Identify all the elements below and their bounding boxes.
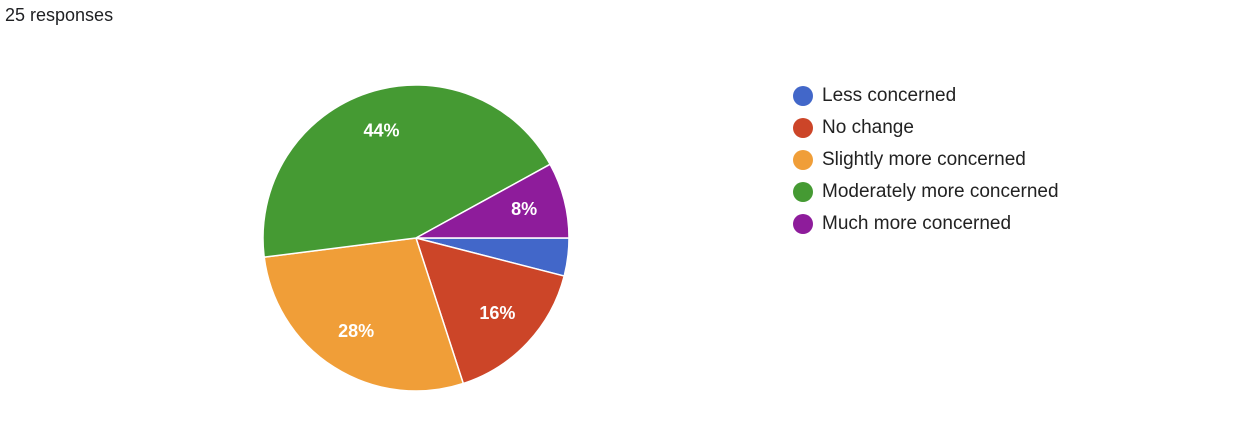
slice-label: 28% xyxy=(338,321,374,341)
legend-label: Moderately more concerned xyxy=(822,181,1059,202)
legend-marker xyxy=(793,86,813,106)
legend-label: No change xyxy=(822,117,914,138)
response-count: 25 responses xyxy=(5,5,113,25)
pie-slice xyxy=(415,163,570,239)
legend-label: Less concerned xyxy=(822,85,956,106)
slice-label: 8% xyxy=(511,199,537,219)
pie-slice xyxy=(262,84,552,259)
pie-slice xyxy=(263,237,465,392)
legend-marker xyxy=(793,182,813,202)
slice-label: 44% xyxy=(363,121,399,141)
legend-marker xyxy=(793,214,813,234)
legend-label: Much more concerned xyxy=(822,213,1011,234)
legend-marker xyxy=(793,118,813,138)
legend-label: Slightly more concerned xyxy=(822,149,1026,170)
slice-label: 16% xyxy=(479,303,515,323)
legend-marker xyxy=(793,150,813,170)
pie-slice xyxy=(414,236,566,385)
